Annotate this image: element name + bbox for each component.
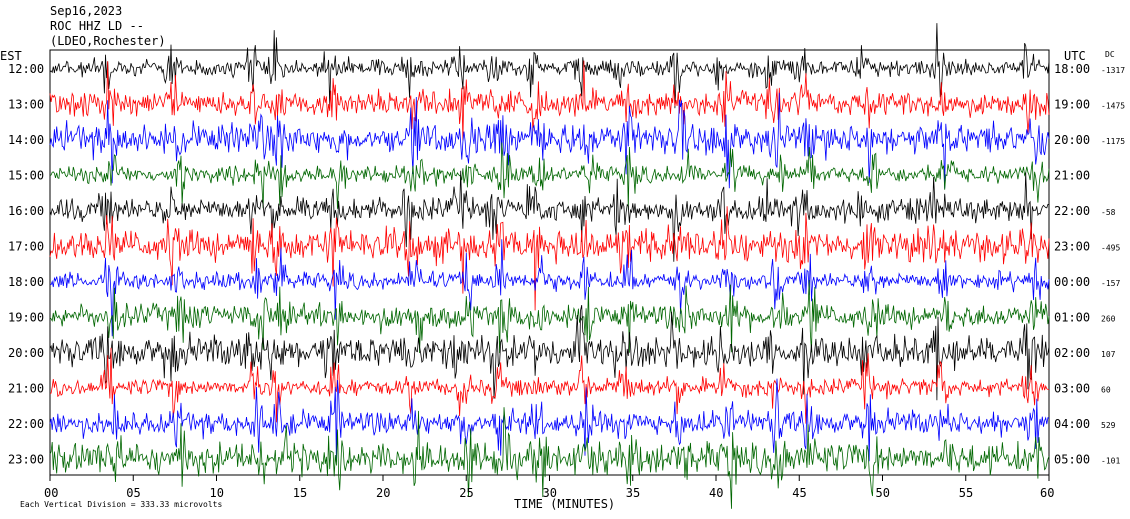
utc-axis-label: UTC xyxy=(1064,49,1086,63)
x-tick-label: 30 xyxy=(543,486,557,500)
dc-offset-label: -1475 xyxy=(1101,102,1125,111)
station-date: Sep16,2023 xyxy=(50,4,123,18)
x-tick-label: 00 xyxy=(44,486,58,500)
trace-row-1900 xyxy=(49,279,1050,354)
dc-offset-label: -101 xyxy=(1101,457,1120,466)
utc-row-label: 21:00 xyxy=(1054,169,1090,183)
row-labels: 12:00 18:00 -1317 13:00 19:00 -1475 14:00 20:00… xyxy=(8,62,1125,467)
est-row-label: 17:00 xyxy=(8,240,44,254)
scale-note: Each Vertical Division = 333.33 microvol… xyxy=(20,500,223,509)
dc-offset-label: -157 xyxy=(1101,279,1120,288)
dc-offset-label: -1317 xyxy=(1101,66,1125,75)
trace-row-1700 xyxy=(49,206,1050,311)
trace-row-2100 xyxy=(49,347,1050,424)
x-tick-label: 60 xyxy=(1040,486,1054,500)
x-tick-label: 05 xyxy=(126,486,140,500)
est-row-label: 15:00 xyxy=(8,169,44,183)
trace-row-1400 xyxy=(49,92,1050,189)
x-axis-title: TIME (MINUTES) xyxy=(514,497,615,511)
x-tick-label: 25 xyxy=(459,486,473,500)
station-network: (LDEO,Rochester) xyxy=(50,34,166,48)
trace-row-2000 xyxy=(49,305,1050,401)
est-axis-label: EST xyxy=(0,49,22,63)
utc-row-label: 05:00 xyxy=(1054,453,1090,467)
x-tick-label: 10 xyxy=(210,486,224,500)
utc-row-label: 22:00 xyxy=(1054,204,1090,218)
dc-offset-label: 529 xyxy=(1101,421,1116,430)
utc-row-label: 00:00 xyxy=(1054,275,1090,289)
plot-frame xyxy=(49,49,1050,476)
dc-offset-label: 260 xyxy=(1101,315,1116,324)
est-row-label: 14:00 xyxy=(8,133,44,147)
x-axis: 00 05 10 15 20 25 30 35 40 45 50 55 60 xyxy=(44,475,1054,500)
dc-offset-label: -1175 xyxy=(1101,137,1125,146)
x-tick-label: 40 xyxy=(709,486,723,500)
utc-row-label: 03:00 xyxy=(1054,382,1090,396)
utc-row-label: 18:00 xyxy=(1054,62,1090,76)
trace-row-2300 xyxy=(49,407,1050,509)
x-tick-label: 45 xyxy=(792,486,806,500)
utc-row-label: 19:00 xyxy=(1054,98,1090,112)
utc-row-label: 20:00 xyxy=(1054,133,1090,147)
dc-axis-label: DC xyxy=(1105,50,1115,59)
est-row-label: 18:00 xyxy=(8,275,44,289)
dc-offset-label: 60 xyxy=(1101,386,1111,395)
seismic-traces xyxy=(49,23,1050,509)
dc-offset-label: -58 xyxy=(1101,208,1116,217)
est-row-label: 22:00 xyxy=(8,417,44,431)
trace-row-2200 xyxy=(49,378,1050,463)
utc-row-label: 02:00 xyxy=(1054,346,1090,360)
utc-row-label: 04:00 xyxy=(1054,417,1090,431)
dc-offset-label: -495 xyxy=(1101,244,1120,253)
est-row-label: 19:00 xyxy=(8,311,44,325)
x-tick-label: 55 xyxy=(959,486,973,500)
x-tick-label: 35 xyxy=(626,486,640,500)
x-tick-label: 50 xyxy=(876,486,890,500)
station-channel: ROC HHZ LD -- xyxy=(50,19,144,33)
trace-row-1600 xyxy=(49,170,1050,262)
utc-row-label: 23:00 xyxy=(1054,240,1090,254)
dc-offset-label: 107 xyxy=(1101,350,1116,359)
est-row-label: 23:00 xyxy=(8,453,44,467)
est-row-label: 16:00 xyxy=(8,204,44,218)
trace-row-1800 xyxy=(49,239,1050,337)
est-row-label: 12:00 xyxy=(8,62,44,76)
est-row-label: 13:00 xyxy=(8,98,44,112)
x-tick-label: 20 xyxy=(376,486,390,500)
est-row-label: 20:00 xyxy=(8,346,44,360)
trace-row-1500 xyxy=(49,142,1050,210)
est-row-label: 21:00 xyxy=(8,382,44,396)
trace-row-1300 xyxy=(49,60,1050,141)
x-tick-label: 15 xyxy=(293,486,307,500)
utc-row-label: 01:00 xyxy=(1054,311,1090,325)
trace-row-1200 xyxy=(49,23,1050,109)
